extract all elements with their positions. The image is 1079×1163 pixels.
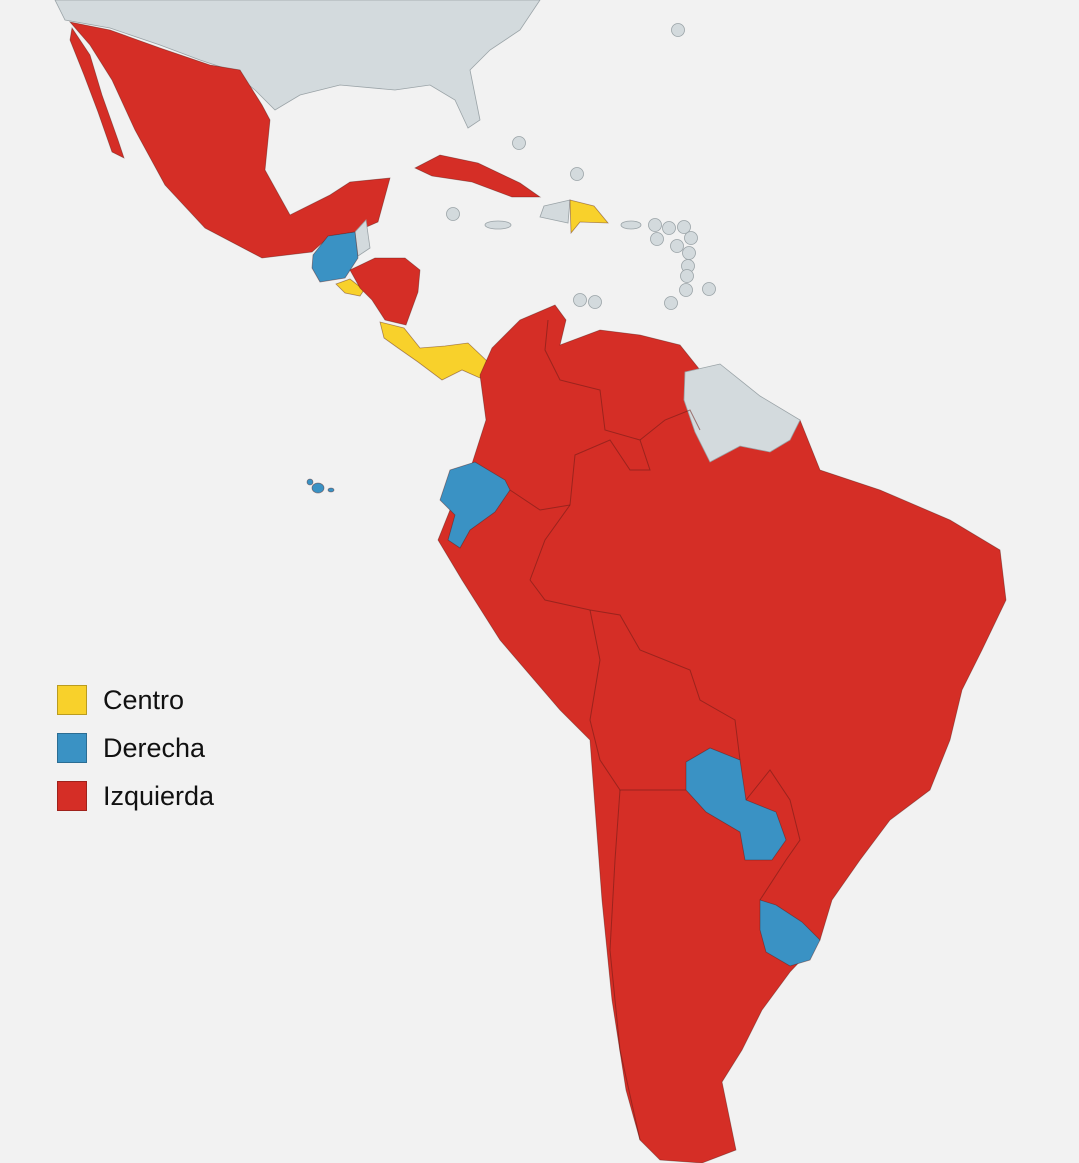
galapagos-island bbox=[327, 487, 335, 493]
legend-item-centro: Centro bbox=[57, 684, 214, 716]
island-marker bbox=[512, 136, 526, 150]
island-marker bbox=[573, 293, 587, 307]
region-usa bbox=[54, 0, 541, 129]
region-el-salvador bbox=[335, 278, 365, 297]
legend-label: Centro bbox=[103, 684, 185, 715]
region-guatemala bbox=[311, 231, 359, 283]
island-marker bbox=[671, 23, 685, 37]
island-marker bbox=[670, 239, 684, 253]
island-marker bbox=[679, 283, 693, 297]
region-mexico bbox=[68, 21, 391, 259]
region-guianas bbox=[683, 363, 801, 463]
island-marker bbox=[570, 167, 584, 181]
region-south-america-left bbox=[437, 304, 1007, 1163]
island-marker bbox=[702, 282, 716, 296]
island-marker bbox=[680, 269, 694, 283]
region-baja-california bbox=[69, 26, 125, 159]
island-marker bbox=[662, 221, 676, 235]
region-paraguay bbox=[685, 747, 787, 861]
legend-item-izquierda: Izquierda bbox=[57, 780, 214, 812]
region-haiti bbox=[539, 199, 571, 224]
island-marker bbox=[684, 231, 698, 245]
small-islands bbox=[446, 23, 716, 310]
region-cuba bbox=[414, 154, 542, 198]
galapagos-island bbox=[306, 478, 314, 486]
island-marker bbox=[677, 220, 691, 234]
region-costa-rica-panama bbox=[379, 321, 489, 381]
legend-label: Izquierda bbox=[103, 780, 215, 811]
region-belize bbox=[354, 219, 371, 257]
region-galapagos bbox=[306, 478, 335, 494]
galapagos-island bbox=[311, 482, 325, 494]
island-marker bbox=[682, 246, 696, 260]
country-borders bbox=[509, 319, 801, 1141]
island-marker bbox=[648, 218, 662, 232]
region-ecuador bbox=[439, 461, 511, 549]
island-marker bbox=[650, 232, 664, 246]
legend-swatch-izquierda bbox=[57, 781, 87, 811]
legend-label: Derecha bbox=[103, 732, 206, 763]
region-uruguay bbox=[759, 899, 821, 967]
region-puerto-rico bbox=[620, 220, 642, 230]
island-marker bbox=[664, 296, 678, 310]
region-jamaica bbox=[484, 220, 512, 230]
legend-swatch-centro bbox=[57, 685, 87, 715]
legend: Centro Derecha Izquierda bbox=[57, 684, 214, 828]
legend-item-derecha: Derecha bbox=[57, 732, 214, 764]
region-dominican-republic bbox=[569, 199, 609, 235]
legend-swatch-derecha bbox=[57, 733, 87, 763]
island-marker bbox=[446, 207, 460, 221]
island-marker bbox=[588, 295, 602, 309]
region-honduras-nicaragua bbox=[349, 257, 421, 326]
